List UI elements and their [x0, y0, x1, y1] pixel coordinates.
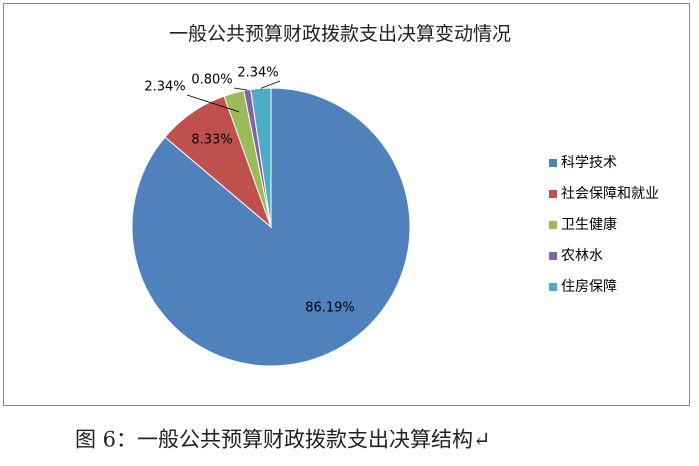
legend-swatch: [549, 252, 557, 260]
figure-caption: 图 6：一般公共预算财政拨款支出决算结构↵: [75, 428, 491, 452]
legend-swatch: [549, 190, 557, 198]
leader-line: [233, 87, 248, 91]
legend-swatch: [549, 159, 557, 167]
leader-line: [186, 94, 240, 113]
legend-label: 卫生健康: [561, 216, 617, 233]
leader-line: [260, 80, 281, 89]
data-label: 2.34%: [144, 80, 185, 95]
legend-label: 农林水: [561, 248, 603, 264]
chart-title: 一般公共预算财政拨款支出决算变动情况: [169, 23, 511, 45]
legend-label: 住房保障: [561, 279, 617, 295]
data-label: 86.19%: [305, 301, 355, 316]
legend-swatch: [549, 221, 557, 229]
data-label: 2.34%: [237, 66, 278, 81]
legend-swatch: [549, 283, 557, 291]
data-label: 0.80%: [191, 73, 232, 88]
legend-label: 科学技术: [561, 155, 617, 171]
pie-slice: [131, 87, 411, 367]
legend-label: 社会保障和就业: [561, 186, 659, 202]
data-label: 8.33%: [191, 133, 232, 148]
